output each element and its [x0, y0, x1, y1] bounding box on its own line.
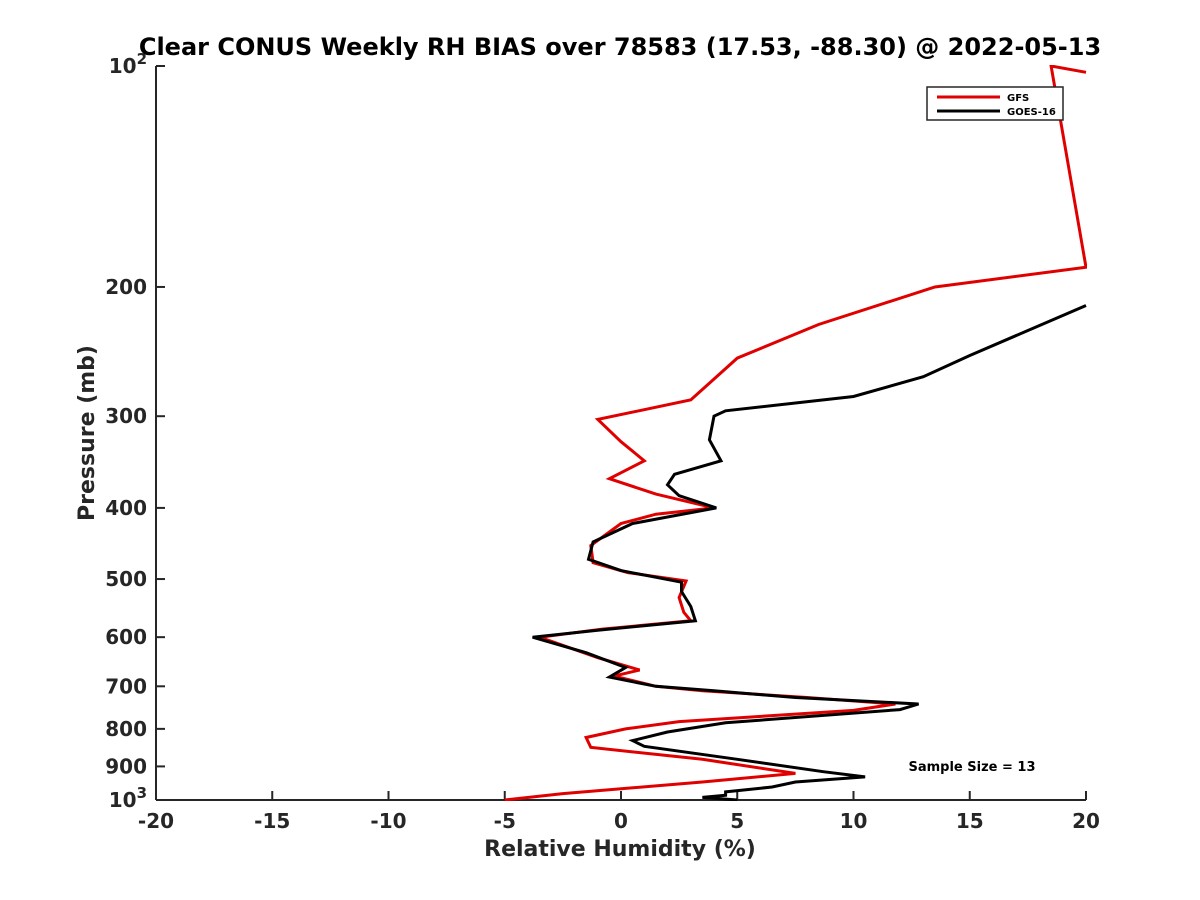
y-tick-label: 103: [109, 784, 147, 812]
legend-label: GFS: [1007, 93, 1029, 104]
x-tick-label: 10: [840, 809, 868, 833]
legend-box: [926, 86, 1064, 121]
chart-title: Clear CONUS Weekly RH BIAS over 78583 (1…: [139, 33, 1101, 61]
x-tick-label: -20: [138, 809, 174, 833]
x-tick-label: -5: [494, 809, 516, 833]
series-lines: [504, 65, 1087, 801]
sample-size-annotation: Sample Size = 13: [908, 760, 1035, 775]
y-tick-label: 600: [105, 625, 147, 649]
y-tick-label: 800: [105, 717, 147, 741]
y-tick-label: 900: [105, 754, 147, 778]
series-line-goes-16: [532, 304, 1087, 801]
x-tick-label: -15: [254, 809, 290, 833]
x-axis-title: Relative Humidity (%): [484, 837, 756, 862]
y-axis-title: Pressure (mb): [75, 345, 100, 521]
legend-label: GOES-16: [1007, 107, 1056, 118]
legend: GFS GOES-16: [926, 86, 1064, 121]
y-tick-label: 500: [105, 567, 147, 591]
x-tick-label: -10: [370, 809, 406, 833]
x-tick-label: 5: [730, 809, 744, 833]
y-tick-label: 200: [105, 275, 147, 299]
x-tick-label: 15: [956, 809, 984, 833]
axis-ticks: -20 -15 -10 -5 0 5 10 15 20 102 200 300 400 500 600 700…: [105, 50, 1100, 833]
y-tick-label: 102: [109, 50, 147, 78]
x-tick-label: 20: [1072, 809, 1100, 833]
y-tick-label: 300: [105, 404, 147, 428]
y-tick-label: 400: [105, 496, 147, 520]
series-line-gfs: [504, 65, 1087, 801]
x-tick-label: 0: [614, 809, 628, 833]
y-tick-label: 700: [105, 674, 147, 698]
